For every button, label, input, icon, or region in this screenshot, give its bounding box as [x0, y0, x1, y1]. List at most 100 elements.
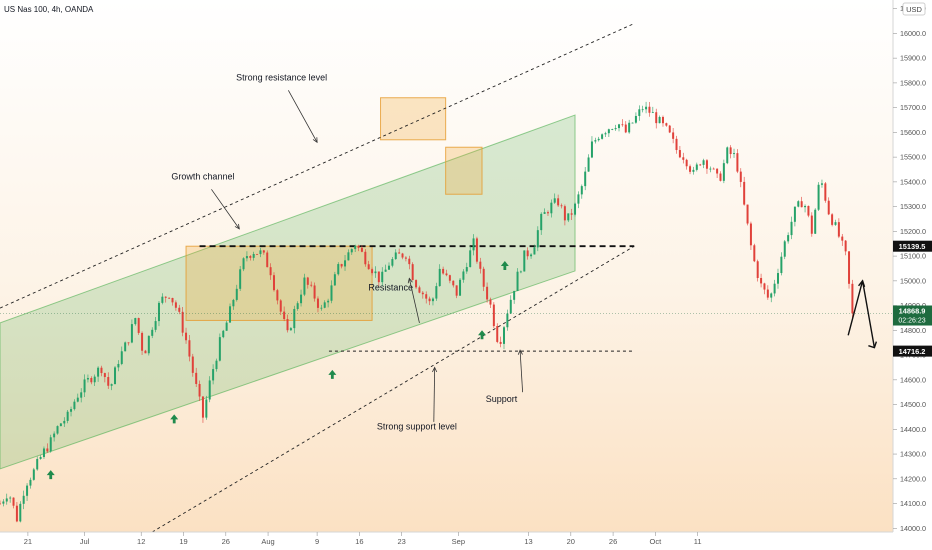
candle-body: [272, 275, 275, 291]
candle-body: [360, 247, 363, 252]
candle-body: [624, 124, 627, 133]
currency-badge-box[interactable]: [902, 2, 926, 16]
candle-body: [49, 437, 52, 452]
candle-body: [722, 163, 725, 181]
candle-body: [486, 286, 489, 300]
candle-body: [770, 293, 773, 298]
currency-badge: USD: [906, 5, 922, 14]
candle-body: [73, 401, 76, 410]
candle-body: [536, 230, 539, 248]
candle-body: [540, 213, 543, 231]
candle-body: [5, 498, 8, 502]
candle-body: [36, 458, 39, 470]
candle-body: [222, 330, 225, 338]
candle-body: [283, 311, 286, 320]
candle-body: [739, 171, 742, 182]
x-tick-label: Oct: [650, 537, 663, 546]
arrowhead-icon: [858, 279, 866, 288]
candle-body: [475, 238, 478, 262]
y-tick-label: 15500.0: [900, 153, 926, 162]
candle-body: [188, 340, 191, 357]
candle-body: [313, 285, 316, 299]
candle-body: [648, 106, 651, 113]
candle-body: [141, 332, 144, 351]
candle-body: [820, 183, 823, 185]
y-tick-label: 14300.0: [900, 450, 926, 459]
candle-body: [787, 235, 790, 242]
candle-body: [144, 350, 147, 354]
candle-body: [492, 304, 495, 327]
up-arrow-icon: [170, 414, 179, 424]
candle-body: [215, 360, 218, 370]
candle-body: [804, 205, 807, 208]
candle-body: [306, 277, 309, 285]
candle-body: [689, 166, 692, 172]
growth-channel[interactable]: [0, 114, 576, 470]
consolidation-box[interactable]: [185, 245, 373, 321]
candle-body: [239, 269, 242, 289]
candle-body: [618, 124, 621, 129]
top-box[interactable]: [380, 97, 447, 141]
candle-body: [418, 287, 421, 293]
annotation-pointer: [288, 90, 318, 143]
candle-body: [699, 164, 702, 166]
candle-body: [0, 503, 1, 505]
candle-body: [503, 327, 506, 344]
price-axis-panel[interactable]: [893, 0, 932, 550]
time-axis-panel[interactable]: [0, 532, 893, 550]
candle-body: [103, 373, 106, 378]
strong-resistance-line[interactable]: [0, 23, 635, 309]
distribution-box[interactable]: [445, 146, 483, 195]
candle-body: [168, 297, 171, 299]
y-tick-label: 15400.0: [900, 177, 926, 186]
candle-body: [384, 269, 387, 272]
candle-body: [157, 302, 160, 322]
candle-body: [398, 252, 401, 254]
up-arrow-icon: [46, 470, 55, 480]
candle-body: [364, 251, 367, 265]
candle-body: [526, 250, 529, 257]
candle-body: [120, 351, 123, 364]
y-tick-label: 14600.0: [900, 375, 926, 384]
candle-body: [350, 249, 353, 253]
candle-body: [201, 396, 204, 418]
candles: [0, 101, 854, 523]
candle-body: [736, 153, 739, 172]
candle-body: [276, 290, 279, 301]
candle-body: [726, 147, 729, 164]
candle-body: [817, 184, 820, 210]
candle-body: [482, 268, 485, 287]
candle-body: [289, 328, 292, 331]
candle-body: [259, 250, 262, 255]
candle-body: [22, 495, 25, 504]
time-axis: 21 Jul 12 19 26 Aug 9 16 23 Sep 13 20 26 Oct 11: [24, 532, 702, 546]
candle-body: [462, 271, 465, 280]
candle-body: [814, 209, 817, 234]
candle-body: [327, 300, 330, 303]
candle-body: [66, 411, 69, 421]
annotations: Strong resistance level Growth channel Res…: [171, 72, 524, 431]
candle-body: [746, 204, 749, 224]
y-tick-label: 15000.0: [900, 276, 926, 285]
candle-body: [147, 335, 150, 354]
x-tick-label: Aug: [261, 537, 274, 546]
candle-body: [80, 392, 83, 398]
x-tick-label: 11: [694, 537, 702, 546]
candle-body: [533, 247, 536, 255]
y-tick-label: 15600.0: [900, 128, 926, 137]
candle-body: [178, 307, 181, 312]
x-tick-label: 21: [24, 537, 32, 546]
candle-body: [587, 157, 590, 172]
x-tick-label: 12: [137, 537, 145, 546]
candle-body: [367, 264, 370, 270]
candle-body: [793, 206, 796, 222]
annotation-label: Growth channel: [171, 171, 234, 181]
candle-body: [174, 302, 177, 308]
candle-body: [604, 133, 607, 135]
candle-body: [668, 125, 671, 133]
candle-body: [408, 258, 411, 265]
pointer-arrowhead-icon: [312, 137, 318, 144]
candle-body: [705, 160, 708, 169]
candle-body: [563, 206, 566, 221]
